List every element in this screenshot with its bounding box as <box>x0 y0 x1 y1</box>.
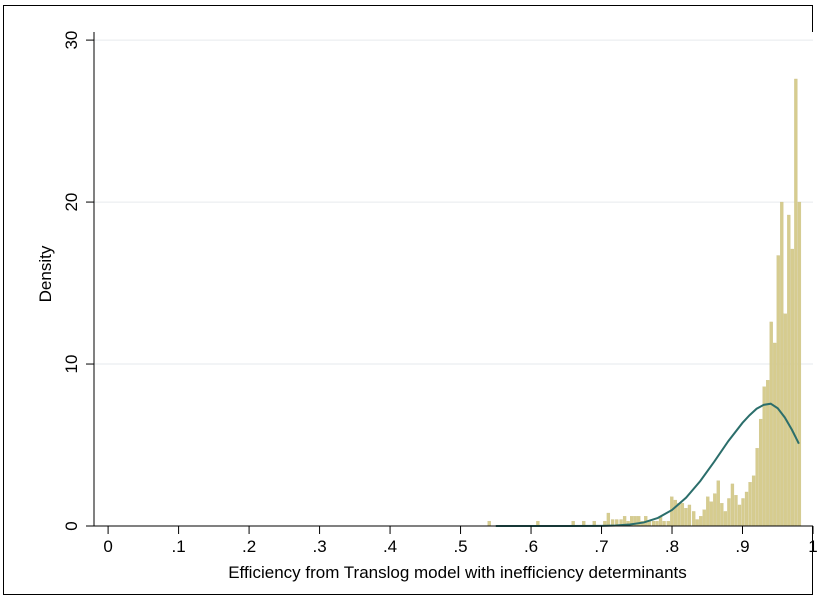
histogram-bar <box>487 520 491 527</box>
histogram-bar <box>684 508 688 527</box>
histogram-bar <box>751 475 756 527</box>
histogram-bar <box>702 509 706 527</box>
histogram-bar <box>748 482 752 527</box>
histogram-bar <box>673 499 677 527</box>
histogram-bar <box>680 503 685 527</box>
x-tick-label: .7 <box>594 537 608 556</box>
histogram-bar <box>655 520 659 527</box>
histogram-bar <box>637 516 641 527</box>
histogram-bar <box>662 520 666 527</box>
histogram-bar <box>727 498 731 527</box>
x-tick-label: .5 <box>453 537 467 556</box>
histogram-bar <box>787 214 791 527</box>
histogram-bar <box>776 255 780 527</box>
histogram-bar <box>713 493 717 527</box>
histogram-bar <box>758 418 763 527</box>
histogram-bar <box>734 495 738 527</box>
plot-area <box>94 32 813 526</box>
y-axis-title: Density <box>36 245 55 302</box>
x-tick-label: .1 <box>171 537 185 556</box>
histogram-bar <box>695 519 699 527</box>
histogram-bar <box>687 504 692 527</box>
y-tick-label: 20 <box>62 193 81 212</box>
histogram-bar <box>723 511 728 527</box>
axes: 0 10 20 30 0 .1 .2 .3 .4 .5 .6 .7 .8 .9 1 <box>62 31 818 556</box>
y-tick-label: 30 <box>62 31 81 50</box>
histogram-bar <box>762 386 766 527</box>
y-tick-label: 0 <box>62 521 81 530</box>
histogram-bar <box>773 342 777 527</box>
x-tick-label: 1 <box>808 537 817 556</box>
x-tick-label: .9 <box>735 537 749 556</box>
x-tick-label: .2 <box>242 537 256 556</box>
x-axis-title: Efficiency from Translog model with inef… <box>228 563 687 582</box>
histogram-bar <box>769 321 773 527</box>
histogram-bar <box>790 248 794 527</box>
histogram-bar <box>699 516 703 527</box>
x-tick-label: .8 <box>665 537 679 556</box>
histogram-bar <box>730 483 735 527</box>
histogram-bar <box>755 448 759 527</box>
histogram-bar <box>744 491 749 527</box>
histogram-bar <box>716 480 720 527</box>
histogram-bar <box>666 520 670 527</box>
histogram-bar <box>709 501 713 527</box>
histogram-bar <box>741 498 745 527</box>
histogram-bar <box>780 201 784 527</box>
histogram-bar <box>720 503 724 527</box>
histogram-bar <box>677 503 681 527</box>
histogram-bar <box>737 504 742 527</box>
histogram-bar <box>766 380 770 527</box>
x-tick-label: .4 <box>383 537 397 556</box>
x-tick-label: .3 <box>312 537 326 556</box>
histogram-bar <box>692 511 696 527</box>
x-tick-label: 0 <box>103 537 112 556</box>
y-tick-label: 10 <box>62 355 81 374</box>
histogram-bar <box>794 78 798 527</box>
gridlines <box>94 39 813 365</box>
histogram-bar <box>651 520 656 527</box>
histogram-bar <box>797 201 802 527</box>
x-tick-label: .6 <box>524 537 538 556</box>
histogram-bar <box>606 512 611 527</box>
histogram-bar <box>706 496 710 527</box>
